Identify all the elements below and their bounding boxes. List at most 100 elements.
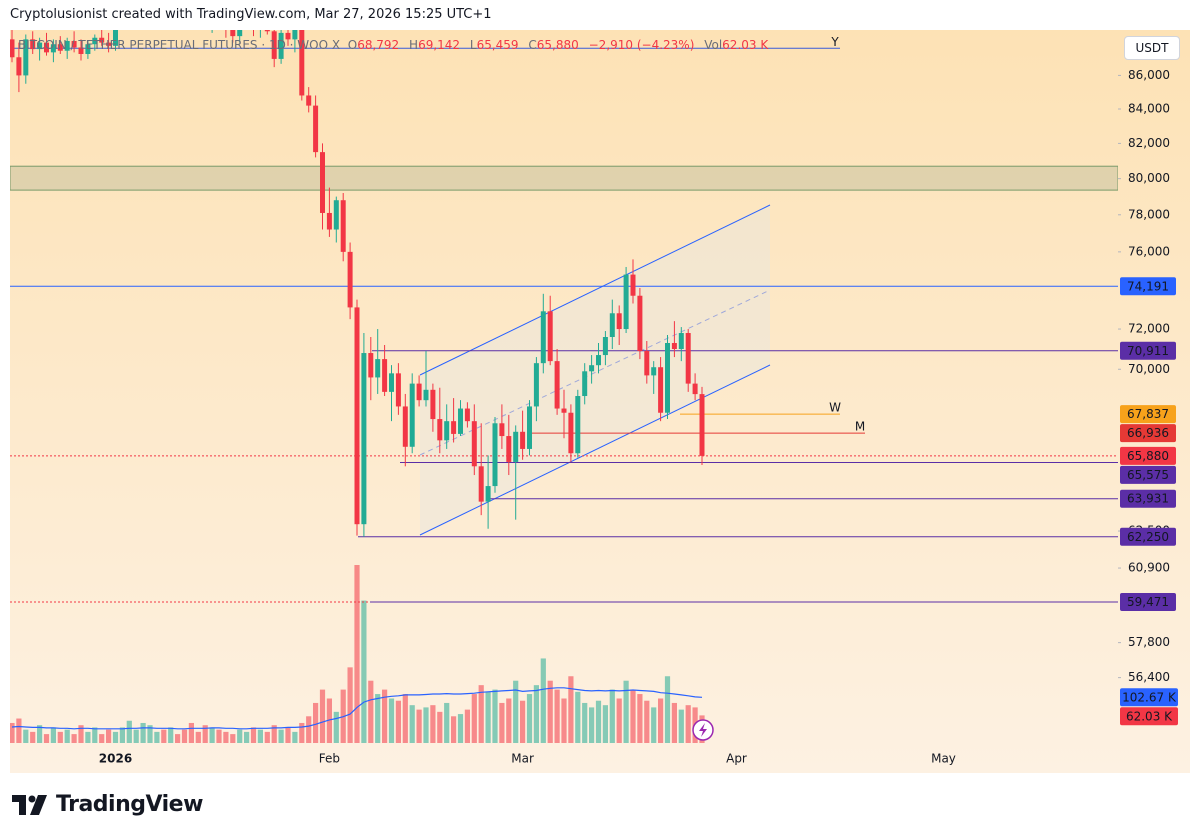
symbol-legend: BITCOIN / TETHER PERPETUAL FUTURES · 1D … [18,38,774,52]
volume-bar [223,731,229,743]
volume-bar [237,729,243,743]
volume-bar [175,734,181,743]
volume-bar [520,700,526,743]
price-badge-label: 66,936 [1127,426,1169,440]
volume-bar [78,725,84,743]
candle-body [10,39,15,58]
volume-bar [354,565,360,743]
candle-body [320,152,325,213]
level-tag: M [855,420,865,434]
volume-bar [64,729,70,743]
brand-name: TradingView [56,792,203,817]
y-tick-label: 70,000 [1128,362,1170,376]
volume-bar [216,729,222,743]
price-badge [1120,341,1176,360]
x-tick-label: Feb [319,752,340,766]
y-tick-label: 76,000 [1128,244,1170,258]
currency-button[interactable]: USDT [1124,36,1180,60]
candle-body [499,423,505,437]
volume-bar [451,716,457,743]
volume-bar [361,600,367,743]
volume-bar [50,727,56,743]
volume-badge-label: 102.67 K [1122,690,1177,704]
candle-body [602,336,608,356]
candle-body [699,394,705,456]
volume-bar [409,705,415,743]
candle-body [30,39,36,50]
volume-bar [299,722,305,743]
volume-bar [464,709,470,743]
candle-body [437,419,443,441]
legend-key: O [347,38,358,52]
price-badge-label: 59,471 [1127,595,1169,609]
price-badge-label: 74,191 [1127,279,1169,293]
candle-body [444,421,450,441]
candle-body [44,42,49,53]
volume-bar [547,680,553,743]
candle-body [623,274,629,330]
volume-bar [568,676,574,743]
volume-bar [437,711,443,743]
candle-body [547,311,553,362]
candle-body [340,200,346,252]
volume-bar [506,698,512,743]
candle-body [520,431,526,449]
candle-body [333,200,339,230]
candle-body [596,355,601,366]
candle-body [409,383,415,447]
candle-body [23,39,29,76]
volume-bar [430,705,436,743]
volume-bar [250,727,257,743]
volume-bar [202,725,208,743]
candle-body [375,359,381,378]
volume-bar [485,691,491,743]
candle-body [478,466,484,502]
candle-body [106,42,112,46]
candle-body [416,383,422,401]
y-tick-label: 60,900 [1128,561,1170,575]
candle-body [554,361,560,409]
legend-key: H [409,38,419,52]
candle-body [451,421,457,434]
price-badge [1120,465,1176,484]
candle-body [37,42,43,50]
candle-body [678,333,684,350]
replay-icon[interactable] [692,719,714,741]
zone [10,165,1118,191]
brand: TradingView [12,792,203,817]
volume-bar [423,707,429,743]
legend-value: 68,792 [357,38,400,52]
volume-bar [230,734,236,743]
price-badge [1120,489,1176,508]
volume-bar [685,705,691,743]
candle-body [423,389,429,401]
candle-body [347,251,353,308]
price-badge-label: 70,911 [1127,344,1169,358]
candle-body [57,44,63,51]
volume-bar [133,729,139,743]
volume-bar [582,702,588,743]
volume-ma [11,687,703,730]
chart-background [10,30,1190,773]
x-tick-label: Apr [726,752,747,766]
price-badge [1120,424,1176,443]
candle-body [313,105,319,153]
y-tick-label: 80,000 [1128,171,1170,185]
volume-bar [71,734,77,743]
candle-body [582,371,588,397]
volume-bar [499,702,505,743]
volume-bar [278,729,284,743]
candle-body [630,274,636,296]
candle-body [271,31,277,59]
volume-bar [285,727,291,743]
volume-bar [168,727,174,743]
volume-bar [333,711,339,743]
candle-body [237,30,243,37]
legend-key: C [528,38,537,52]
watermark: Cryptolusionist created with TradingView… [10,7,492,22]
volume-bar [161,729,167,743]
y-tick-label: 72,000 [1128,322,1170,336]
x-tick-label: 2026 [99,752,132,766]
volume-bar [181,729,188,743]
volume-bar [388,698,395,743]
